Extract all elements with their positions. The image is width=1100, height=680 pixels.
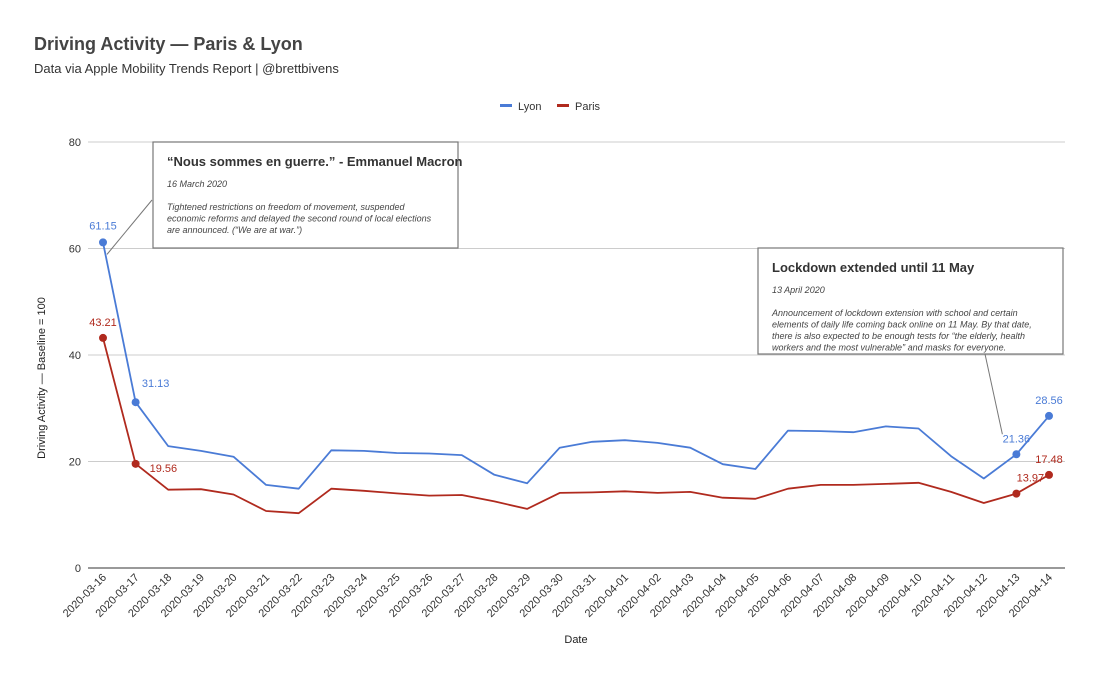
data-label: 31.13	[142, 378, 170, 390]
data-label: 43.21	[89, 317, 117, 329]
series-line-lyon	[102, 242, 1050, 490]
annotation-title: “Nous sommes en guerre.” - Emmanuel Macr…	[167, 154, 463, 169]
legend-swatch	[557, 104, 569, 107]
annotation-text: Announcement of lockdown extension with …	[771, 308, 1018, 318]
data-points	[99, 238, 1053, 498]
y-tick-label: 20	[69, 457, 81, 469]
annotation-leader	[106, 199, 153, 255]
legend-item-lyon: Lyon	[500, 101, 541, 113]
chart-title: Driving Activity — Paris & Lyon	[34, 34, 303, 54]
annotation-text: there is also expected to be enough test…	[772, 331, 1025, 341]
series-line-paris	[102, 337, 1050, 515]
annotation-box	[152, 141, 459, 249]
legend-item-paris: Paris	[557, 101, 601, 113]
data-point	[1012, 450, 1021, 459]
annotation-leader	[984, 353, 1003, 435]
series-lines	[102, 242, 1050, 515]
annotation-text: elements of daily life coming back onlin…	[772, 320, 1032, 330]
data-point	[131, 398, 140, 407]
chart-subtitle: Data via Apple Mobility Trends Report | …	[34, 61, 339, 76]
y-tick-label: 0	[75, 563, 81, 575]
y-axis-title: Driving Activity — Baseline = 100	[36, 297, 48, 459]
x-tick-labels: 2020-03-162020-03-172020-03-182020-03-19…	[61, 572, 1055, 620]
data-labels: 61.15 31.13 21.36 28.56 43.21 19.56 13.97 17.48	[89, 220, 1063, 484]
data-point	[1045, 470, 1053, 479]
legend: Lyon Paris	[500, 101, 601, 113]
data-label: 19.56	[150, 463, 178, 475]
annotation-text: workers and the most vulnerable” and mas…	[772, 343, 1006, 353]
legend-label: Paris	[575, 101, 601, 113]
legend-swatch	[500, 104, 512, 107]
data-point	[1012, 489, 1021, 498]
x-axis-title: Date	[564, 634, 587, 646]
annotations: “Nous sommes en guerre.” - Emmanuel Macr…	[106, 141, 1064, 435]
annotation-box	[757, 247, 1064, 355]
data-label: 21.36	[1003, 433, 1031, 445]
data-label: 13.97	[1017, 473, 1045, 485]
annotation-date: 13 April 2020	[772, 285, 825, 295]
annotation-text: Tightened restrictions on freedom of mov…	[167, 202, 406, 212]
annotation-callout: Lockdown extended until 11 May 13 April 2…	[757, 247, 1064, 435]
legend-label: Lyon	[518, 101, 541, 113]
data-point	[99, 333, 107, 342]
data-label: 17.48	[1035, 454, 1063, 466]
annotation-text: are announced. (“We are at war.”)	[167, 225, 302, 235]
data-label: 28.56	[1035, 395, 1063, 407]
data-point	[131, 459, 140, 468]
annotation-date: 16 March 2020	[167, 179, 227, 189]
data-point	[1045, 411, 1053, 420]
y-tick-label: 40	[69, 350, 81, 362]
y-tick-label: 60	[69, 244, 81, 256]
y-tick-label: 80	[69, 137, 81, 149]
annotation-title: Lockdown extended until 11 May	[772, 260, 975, 275]
y-tick-labels: 0 20 40 60 80	[69, 137, 81, 575]
annotation-callout: “Nous sommes en guerre.” - Emmanuel Macr…	[106, 141, 463, 255]
data-point	[99, 238, 107, 247]
data-label: 61.15	[89, 220, 117, 232]
annotation-text: economic reforms and delayed the second …	[167, 214, 432, 224]
